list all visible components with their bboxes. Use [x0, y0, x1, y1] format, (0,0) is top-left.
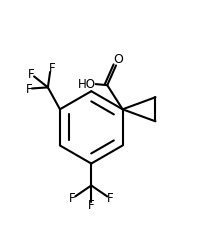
- Text: F: F: [28, 68, 35, 81]
- Text: F: F: [88, 199, 95, 212]
- Text: HO: HO: [77, 77, 95, 91]
- Text: O: O: [113, 53, 123, 66]
- Text: F: F: [26, 83, 33, 96]
- Text: F: F: [107, 192, 113, 205]
- Text: F: F: [49, 62, 56, 75]
- Text: F: F: [69, 192, 76, 205]
